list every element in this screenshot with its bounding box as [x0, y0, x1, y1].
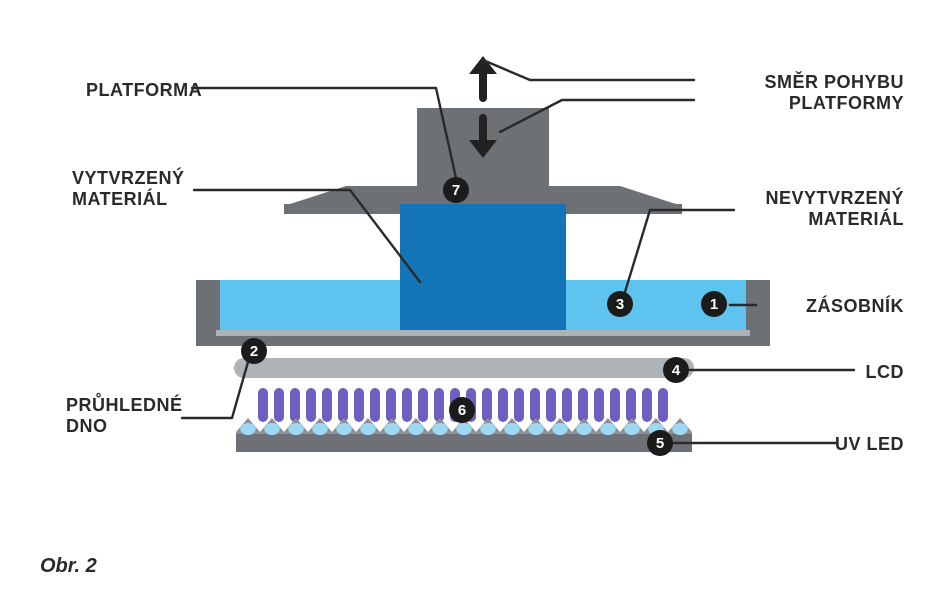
- svg-text:4: 4: [672, 362, 681, 379]
- label-platform: PLATFORMA: [86, 80, 202, 101]
- label-lcd: LCD: [866, 362, 905, 383]
- label-tank: ZÁSOBNÍK: [806, 296, 904, 317]
- svg-text:7: 7: [452, 182, 460, 199]
- label-uvled: UV LED: [835, 434, 904, 455]
- figure-caption: Obr. 2: [40, 555, 97, 578]
- label-uncured: NEVYTVRZENÝ MATERIÁL: [765, 188, 904, 229]
- svg-text:1: 1: [710, 296, 718, 313]
- svg-text:6: 6: [458, 402, 466, 419]
- label-direction: SMĚR POHYBU PLATFORMY: [764, 72, 904, 113]
- svg-text:5: 5: [656, 435, 664, 452]
- label-bottom: PRŮHLEDNÉ DNO: [66, 395, 183, 436]
- svg-text:3: 3: [616, 296, 624, 313]
- svg-text:2: 2: [250, 343, 258, 360]
- label-cured: VYTVRZENÝ MATERIÁL: [72, 168, 185, 209]
